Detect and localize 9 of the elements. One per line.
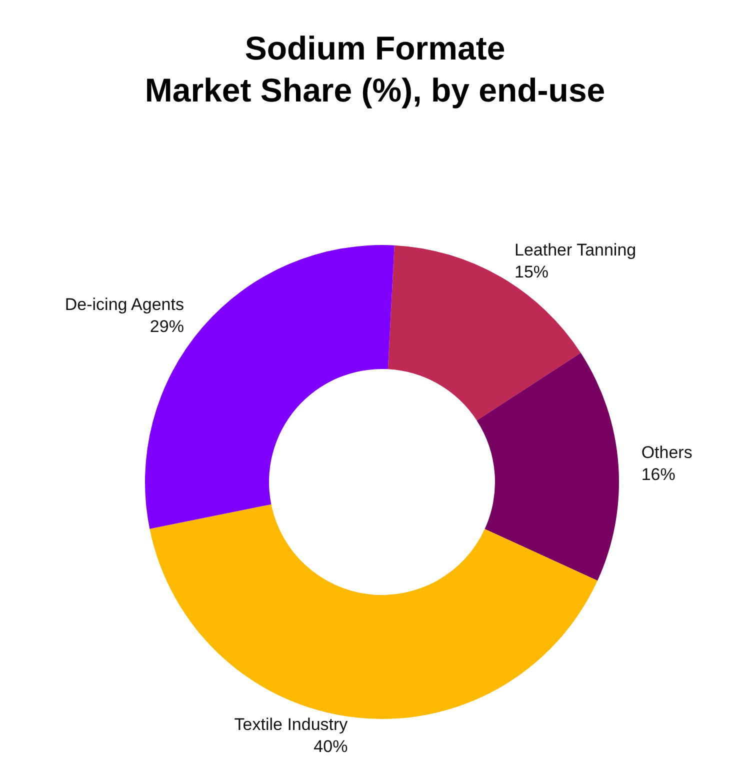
data-label: 40% [314, 736, 348, 756]
data-label: 15% [514, 262, 549, 282]
data-label: 29% [150, 316, 184, 336]
data-label: 16% [641, 464, 676, 484]
slice-label: De-icing Agents [64, 294, 184, 314]
slice-label: Leather Tanning [514, 240, 636, 260]
slice-label: Others [641, 442, 692, 462]
slice-label: Textile Industry [234, 714, 348, 734]
chart-title: Sodium Formate Market Share (%), by end-use [144, 30, 606, 108]
